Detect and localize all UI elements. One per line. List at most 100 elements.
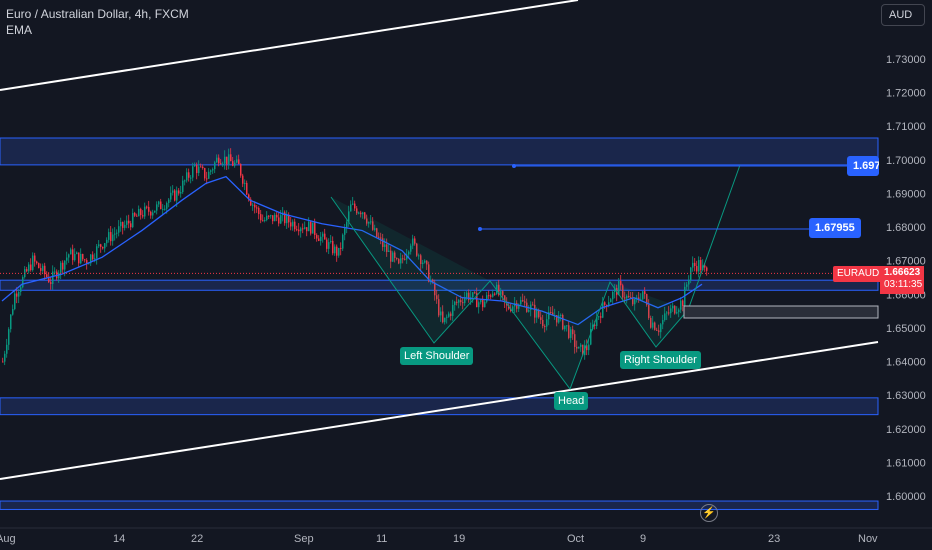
candle-body [214, 162, 216, 170]
candle-body [534, 304, 536, 318]
target-high-price-tag[interactable]: 1.697 [847, 156, 879, 176]
candle-body [586, 345, 588, 351]
candle-body [2, 361, 4, 363]
candle-body [166, 203, 168, 209]
candle-body [112, 234, 114, 242]
candle-body [466, 292, 468, 298]
candle-body [576, 346, 578, 349]
candle-body [262, 220, 264, 222]
candle-body [596, 317, 598, 326]
candle-body [406, 254, 408, 260]
candle-body [610, 299, 612, 303]
projection-box [683, 305, 879, 319]
last-price-value: 1.66623 [884, 267, 921, 278]
candle-body [118, 226, 120, 233]
candle-body [170, 192, 172, 200]
candle-body [156, 204, 158, 211]
candle-body [640, 299, 642, 301]
indicator-label[interactable]: EMA [6, 23, 33, 37]
symbol-title[interactable]: Euro / Australian Dollar, 4h, FXCM [6, 7, 189, 21]
candle-body [338, 247, 340, 256]
candle-body [54, 271, 56, 273]
time-tick-label: Aug [0, 533, 16, 545]
candle-body [310, 221, 312, 234]
candle-body [120, 221, 122, 227]
time-tick-label: 19 [453, 533, 465, 545]
candle-body [600, 316, 602, 318]
candle-body [42, 265, 44, 271]
price-tick-label: 1.64000 [886, 357, 926, 369]
candle-body [558, 315, 560, 323]
right-shoulder-label[interactable]: Right Shoulder [620, 351, 701, 369]
candle-body [562, 314, 564, 330]
price-tick-label: 1.67000 [886, 256, 926, 268]
candle-body [436, 295, 438, 300]
lower-trendline [0, 341, 879, 480]
target-mid-price-tag[interactable]: 1.67955 [809, 218, 861, 238]
candle-body [264, 219, 266, 221]
candle-body [670, 308, 672, 314]
candle-body [320, 236, 322, 241]
candle-body [544, 326, 546, 328]
candle-body [150, 211, 152, 216]
candle-body [22, 277, 24, 288]
price-tick-label: 1.73000 [886, 54, 926, 66]
candle-body [614, 287, 616, 292]
candle-body [330, 240, 332, 243]
candle-body [60, 262, 62, 273]
candle-body [276, 214, 278, 218]
candle-body [460, 300, 462, 303]
time-tick-label: 9 [640, 533, 646, 545]
left-shoulder-label[interactable]: Left Shoulder [400, 347, 474, 365]
candle-body [98, 244, 100, 247]
candle-body [528, 309, 530, 312]
candle-body [260, 214, 262, 221]
price-tick-label: 1.61000 [886, 457, 926, 469]
candle-body [354, 203, 356, 209]
candle-body [550, 311, 552, 313]
candle-body [416, 243, 418, 256]
candle-body [582, 344, 584, 356]
candle-body [238, 159, 240, 165]
candles-layer [2, 148, 708, 366]
candle-body [658, 330, 660, 333]
time-tick-label: Sep [294, 533, 314, 545]
currency-button[interactable]: AUD [881, 4, 925, 26]
candle-body [334, 246, 336, 254]
candle-body [384, 244, 386, 247]
candle-body [144, 206, 146, 217]
candle-body [646, 294, 648, 305]
candle-body [210, 170, 212, 172]
candle-body [16, 293, 18, 297]
candle-body [336, 246, 338, 256]
candle-body [346, 221, 348, 228]
candle-body [34, 255, 36, 262]
candle-body [662, 319, 664, 325]
last-price-tag: 1.66623 03:11:35 [880, 266, 924, 294]
candle-body [382, 238, 384, 247]
lightning-icon[interactable]: ⚡ [700, 504, 718, 522]
candle-body [162, 208, 164, 210]
candle-body [312, 222, 314, 234]
head-label[interactable]: Head [554, 392, 589, 410]
candle-body [242, 175, 244, 184]
candle-body [520, 300, 522, 305]
candle-body [358, 212, 360, 214]
candle-body [64, 260, 66, 270]
candle-body [26, 269, 28, 272]
candle-body [48, 277, 50, 283]
candle-body [414, 238, 416, 244]
candle-body [174, 190, 176, 201]
candle-body [302, 228, 304, 230]
time-axis: Aug 14 22 Sep 11 19 Oct 9 23 Nov [0, 527, 932, 545]
candle-body [360, 212, 362, 215]
candle-body [370, 221, 372, 223]
candle-body [664, 313, 666, 320]
candle-body [324, 233, 326, 240]
candle-body [674, 305, 676, 314]
candle-body [524, 301, 526, 303]
candle-body [432, 279, 434, 283]
candle-body [408, 251, 410, 255]
